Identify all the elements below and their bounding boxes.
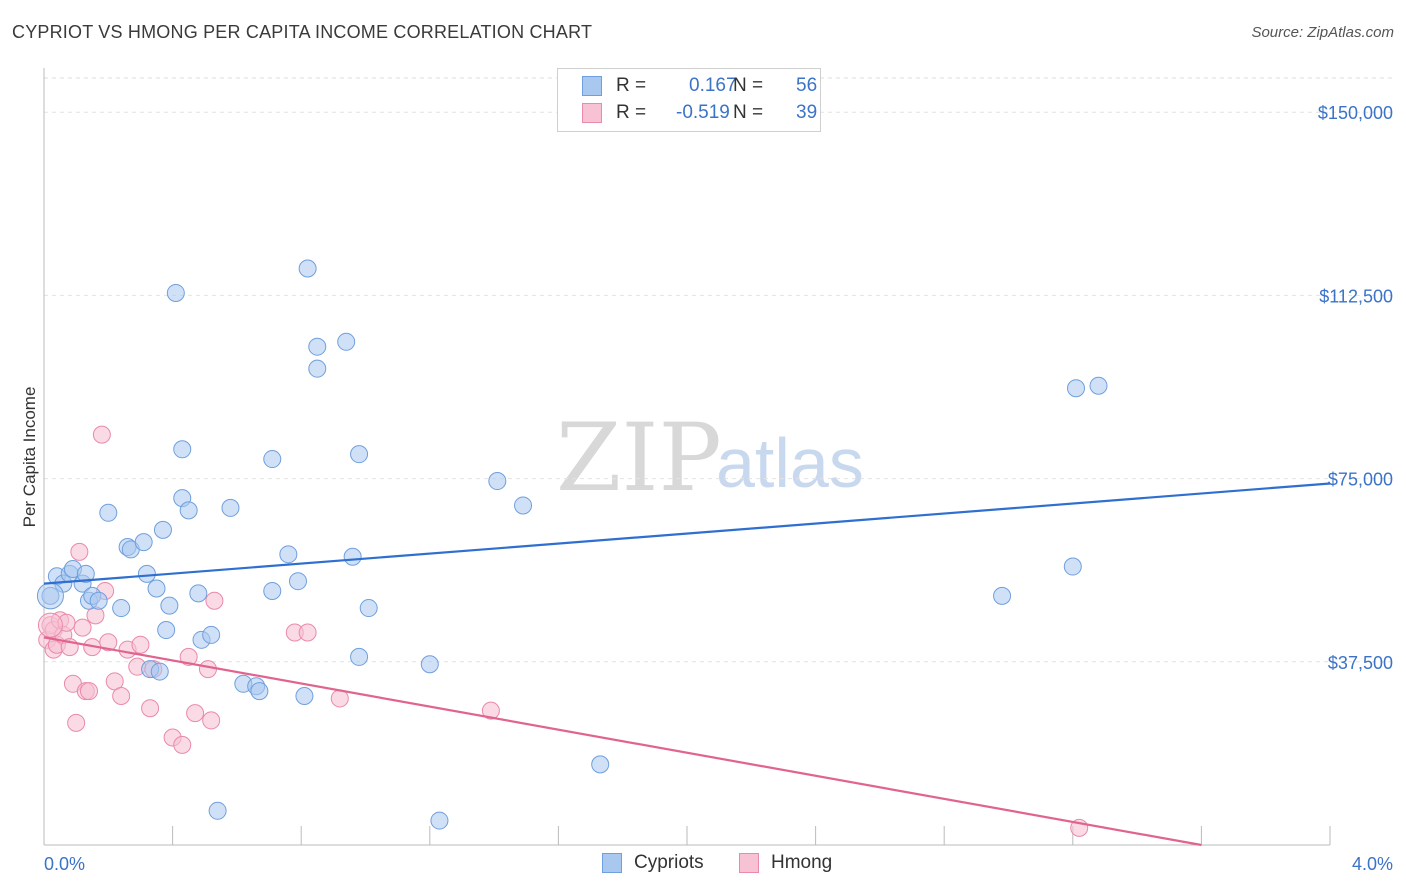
cypriot-point-large bbox=[36, 582, 64, 610]
cypriot-point bbox=[263, 450, 282, 469]
cypriot-point bbox=[359, 599, 378, 618]
cypriot-point bbox=[295, 686, 314, 705]
y-tick-label: $150,000 bbox=[1318, 103, 1393, 123]
hmong-point bbox=[80, 682, 99, 701]
cypriot-point bbox=[430, 811, 449, 830]
cypriot-point bbox=[308, 359, 327, 378]
cypriot-point bbox=[112, 599, 131, 618]
correlation-stats-box: R = 0.167 N = 56 R = -0.519 N = 39 bbox=[557, 68, 821, 132]
cypriot-point bbox=[514, 496, 533, 515]
hmong-point bbox=[70, 542, 89, 561]
hmong-point bbox=[298, 623, 317, 642]
watermark: ZIP atlas bbox=[556, 404, 864, 513]
cypriot-point bbox=[202, 625, 221, 644]
cypriot-point bbox=[208, 801, 227, 820]
y-tick-label: $37,500 bbox=[1328, 653, 1393, 673]
hmong-swatch bbox=[582, 103, 602, 123]
watermark-zip: ZIP bbox=[556, 404, 722, 513]
cypriot-point bbox=[153, 520, 172, 539]
cypriot-point bbox=[157, 621, 176, 640]
cypriot-point bbox=[337, 332, 356, 351]
hmong-point bbox=[179, 647, 198, 666]
y-tick-label: $112,500 bbox=[1319, 286, 1393, 306]
hmong-point bbox=[202, 711, 221, 730]
cypriot-point bbox=[350, 445, 369, 464]
cypriot-point bbox=[1063, 557, 1082, 576]
x-tick-label: 4.0% bbox=[1352, 854, 1393, 874]
cypriots-swatch bbox=[582, 76, 602, 96]
cypriot-point bbox=[420, 655, 439, 674]
stats-r-label: R = bbox=[616, 102, 647, 123]
hmong-point bbox=[67, 713, 86, 732]
legend-swatch-cypriots bbox=[602, 853, 622, 873]
stats-n-label: N = bbox=[733, 102, 764, 123]
legend-label-hmong: Hmong bbox=[771, 852, 833, 873]
cypriot-point bbox=[99, 503, 118, 522]
legend-swatch-hmong bbox=[739, 853, 759, 873]
cypriots-series bbox=[36, 259, 1108, 830]
cypriot-point bbox=[76, 564, 95, 583]
cypriot-point bbox=[150, 662, 169, 681]
hmong-point-large bbox=[37, 612, 63, 638]
hmong-point bbox=[112, 686, 131, 705]
hmong-point bbox=[205, 591, 224, 610]
y-axis-label: Per Capita Income bbox=[20, 387, 39, 528]
hmong-trend-line bbox=[43, 636, 1202, 847]
x-tick-labels: 0.0% 4.0% bbox=[44, 854, 1393, 874]
trend-lines bbox=[43, 482, 1331, 847]
hmong-point bbox=[99, 633, 118, 652]
cypriot-point bbox=[179, 501, 198, 520]
stats-r-value: -0.519 bbox=[676, 102, 730, 123]
cypriot-point bbox=[173, 440, 192, 459]
y-tick-label: $75,000 bbox=[1328, 470, 1393, 490]
cypriot-point bbox=[250, 682, 269, 701]
hmong-point bbox=[73, 618, 92, 637]
hmong-point bbox=[141, 699, 160, 718]
cypriot-point bbox=[221, 498, 240, 517]
cypriot-point bbox=[134, 533, 153, 552]
stats-n-value: 39 bbox=[796, 102, 818, 123]
cypriot-point bbox=[308, 337, 327, 356]
hmong-point bbox=[186, 704, 205, 723]
cypriot-point bbox=[166, 283, 185, 302]
cypriot-point bbox=[1089, 376, 1108, 395]
cypriots-trend-line bbox=[43, 482, 1331, 585]
hmong-point bbox=[198, 660, 217, 679]
chart-legend: Cypriots Hmong bbox=[0, 852, 1406, 878]
hmong-point bbox=[92, 425, 111, 444]
watermark-atlas: atlas bbox=[716, 424, 864, 502]
cypriot-point bbox=[488, 472, 507, 491]
legend-label-cypriots: Cypriots bbox=[634, 852, 704, 873]
cypriot-point bbox=[343, 547, 362, 566]
hmong-point bbox=[481, 701, 500, 720]
cypriot-point bbox=[993, 586, 1012, 605]
cypriot-point bbox=[160, 596, 179, 615]
gridlines bbox=[44, 77, 1395, 663]
chart-title: CYPRIOT VS HMONG PER CAPITA INCOME CORRE… bbox=[12, 22, 593, 42]
source-credit: Source: ZipAtlas.com bbox=[1251, 24, 1394, 41]
cypriot-point bbox=[350, 647, 369, 666]
cypriot-point bbox=[279, 545, 298, 564]
stats-r-value: 0.167 bbox=[689, 75, 737, 96]
stats-n-value: 56 bbox=[796, 75, 818, 96]
x-tick-label: 0.0% bbox=[44, 854, 85, 874]
stats-r-label: R = bbox=[616, 75, 647, 96]
hmong-point bbox=[173, 735, 192, 754]
cypriot-point bbox=[1067, 379, 1086, 398]
cypriot-point bbox=[288, 572, 307, 591]
axes bbox=[43, 68, 1331, 846]
cypriot-point bbox=[89, 591, 108, 610]
stats-n-label: N = bbox=[733, 75, 764, 96]
cypriot-point bbox=[298, 259, 317, 278]
cypriot-point bbox=[189, 584, 208, 603]
cypriot-point bbox=[591, 755, 610, 774]
y-tick-labels: $37,500 $75,000 $112,500 $150,000 bbox=[1318, 103, 1393, 673]
cypriot-point bbox=[137, 564, 156, 583]
legend-item-hmong[interactable]: Hmong bbox=[739, 852, 832, 874]
cypriot-point bbox=[147, 579, 166, 598]
legend-item-cypriots[interactable]: Cypriots bbox=[602, 852, 704, 874]
hmong-point bbox=[131, 635, 150, 654]
cypriot-point bbox=[263, 581, 282, 600]
